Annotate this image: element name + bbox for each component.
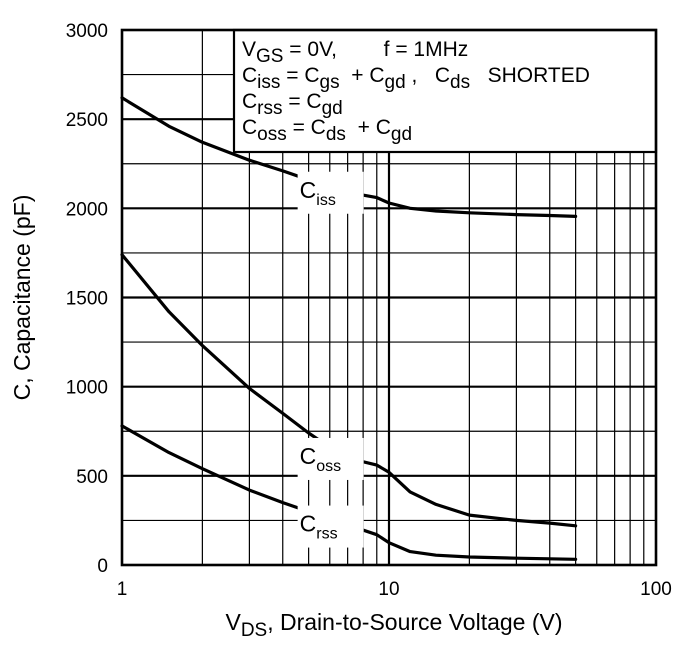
curve-label-gap-coss — [297, 437, 364, 480]
axis-titles: VDS, Drain-to-Source Voltage (V) C, Capac… — [9, 195, 563, 641]
y-tick-label: 1000 — [66, 378, 108, 399]
y-tick-label: 500 — [76, 467, 108, 488]
y-axis-title: C, Capacitance (pF) — [9, 195, 35, 401]
curve-label-coss: Coss — [300, 443, 342, 475]
curve-label-crss: Crss — [300, 511, 338, 543]
curve-label-gap-crss — [297, 505, 364, 548]
legend-box — [232, 28, 658, 154]
x-tick-label: 100 — [640, 579, 672, 600]
x-tick-label: 1 — [117, 579, 128, 600]
legend-line: VGS = 0V, f = 1MHz — [242, 38, 468, 67]
x-axis-title: VDS, Drain-to-Source Voltage (V) — [225, 609, 562, 641]
legend-line: Crss = Cgd — [242, 90, 343, 119]
curve-label-ciss: Ciss — [300, 177, 336, 209]
tick-labels: 0 500 1000 1500 2000 2500 3000 1 10 100 — [66, 21, 672, 600]
legend-line: Coss = Cds + Cgd — [242, 116, 412, 145]
y-tick-label: 2000 — [66, 199, 108, 220]
y-tick-label: 1500 — [66, 289, 108, 310]
legend-line: Ciss = Cgs + Cgd , Cds SHORTED — [242, 64, 590, 93]
plot-border — [120, 28, 658, 567]
y-tick-label: 3000 — [66, 21, 108, 42]
y-tick-label: 2500 — [66, 110, 108, 131]
curve-coss — [120, 253, 578, 528]
plot-frame — [120, 28, 658, 567]
curve-label-gap-ciss — [297, 171, 364, 214]
x-tick-label: 10 — [378, 579, 399, 600]
curves: Ciss Coss Crss — [120, 96, 578, 561]
y-tick-label: 0 — [97, 556, 108, 577]
